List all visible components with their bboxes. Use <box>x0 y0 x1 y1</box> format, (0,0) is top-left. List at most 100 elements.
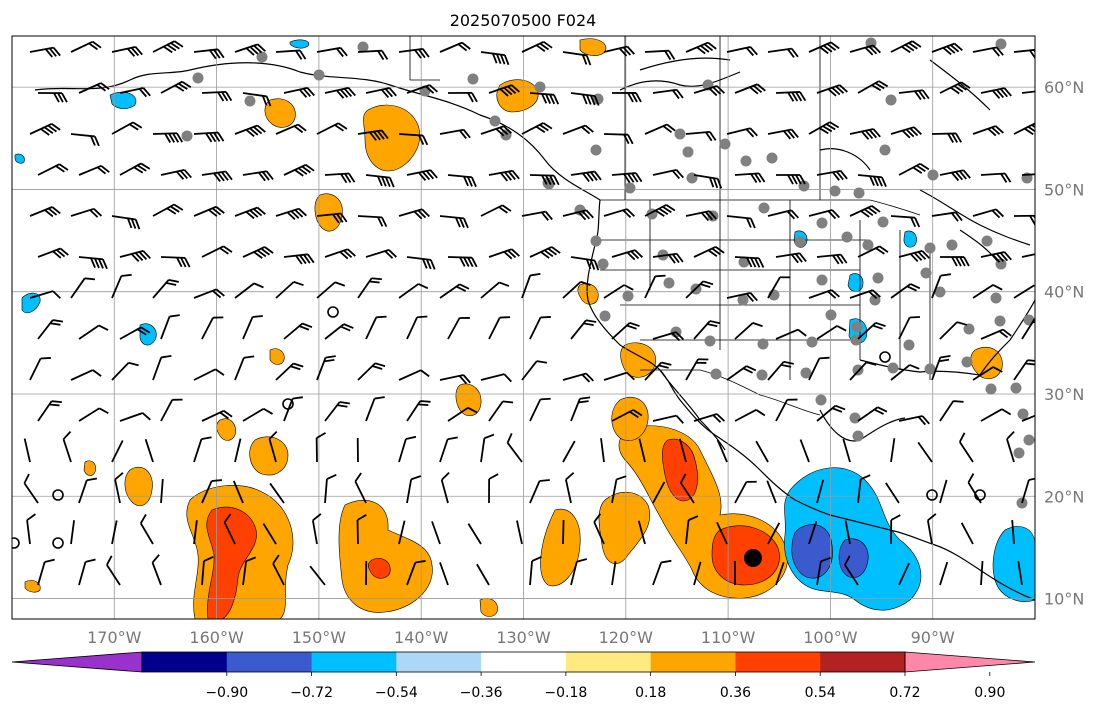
station-dot <box>535 82 546 93</box>
colorbar-tick-label: 0.90 <box>974 685 1005 701</box>
lat-tick-label: 60°N <box>1044 78 1084 97</box>
colorbar-tick-label: −0.36 <box>460 685 503 701</box>
station-dot <box>193 73 204 84</box>
station-dot <box>817 275 828 286</box>
station-dot <box>863 240 874 251</box>
station-dot <box>816 395 827 406</box>
station-dot <box>995 316 1006 327</box>
latitude-labels: 60°N 50°N 40°N 30°N 20°N 10°N <box>1044 78 1084 608</box>
station-dot <box>853 431 864 442</box>
station-dot <box>826 310 837 321</box>
colorbar-segment <box>142 652 227 672</box>
station-dot <box>591 145 602 156</box>
lon-tick-label: 110°W <box>701 628 756 647</box>
station-dot <box>314 70 325 81</box>
lat-tick-label: 40°N <box>1044 283 1084 302</box>
lon-tick-label: 90°W <box>911 628 955 647</box>
colorbar-segment <box>820 652 905 672</box>
station-dot <box>795 237 806 248</box>
lon-tick-label: 100°W <box>803 628 858 647</box>
station-dot <box>182 131 193 142</box>
colorbar-tick-label: −0.90 <box>205 685 248 701</box>
station-dot <box>600 311 611 322</box>
station-dot <box>711 369 722 380</box>
station-dot <box>873 273 884 284</box>
station-dot <box>928 170 939 181</box>
colorbar-segment <box>651 652 736 672</box>
station-dot <box>854 188 865 199</box>
lon-tick-label: 170°W <box>87 628 142 647</box>
colorbar-tick-label: −0.54 <box>375 685 418 701</box>
colorbar-segment <box>735 652 820 672</box>
colorbar-segment <box>566 652 651 672</box>
wind-barb <box>563 520 564 544</box>
station-dot <box>962 357 973 368</box>
colorbar-tick-label: −0.18 <box>544 685 587 701</box>
station-dot <box>675 129 686 140</box>
colorbar-tick-label: 0.54 <box>805 685 836 701</box>
station-dot <box>842 232 853 243</box>
colorbar-segment <box>396 652 481 672</box>
station-dot <box>1011 383 1022 394</box>
station-dot <box>720 139 731 150</box>
station-dot <box>687 173 698 184</box>
lat-tick-label: 20°N <box>1044 487 1084 506</box>
station-dot <box>886 95 897 106</box>
longitude-labels: 170°W 160°W 150°W 140°W 130°W 120°W 110°W 100°W… <box>87 628 955 647</box>
lon-tick-label: 140°W <box>394 628 449 647</box>
station-dot <box>807 337 818 348</box>
station-dot <box>490 116 501 127</box>
station-dot <box>705 336 716 347</box>
station-dot <box>986 384 997 395</box>
contour-positive <box>250 437 288 475</box>
lat-tick-label: 50°N <box>1044 180 1084 199</box>
station-dot <box>758 339 769 350</box>
colorbar-segment <box>481 652 566 672</box>
station-dot <box>921 268 932 279</box>
colorbar-tick-label: 0.72 <box>889 685 920 701</box>
map-area <box>9 36 1052 619</box>
lon-tick-label: 160°W <box>189 628 244 647</box>
station-dot <box>982 236 993 247</box>
station-dot <box>623 291 634 302</box>
lon-tick-label: 150°W <box>292 628 347 647</box>
colorbar-tick-label: −0.72 <box>290 685 333 701</box>
station-dot <box>888 363 899 374</box>
contour-negative <box>839 539 868 578</box>
station-dot <box>1014 448 1025 459</box>
contour-positive <box>84 461 96 476</box>
colorbar-segment <box>312 652 397 672</box>
station-dot <box>759 203 770 214</box>
contour-negative <box>848 273 863 291</box>
station-dot <box>947 240 958 251</box>
station-dot <box>1018 409 1029 420</box>
colorbar: −0.90 −0.72 −0.54 −0.36 −0.18 0.18 0.36 0.54 0.7… <box>12 652 1035 701</box>
station-dot <box>767 153 778 164</box>
station-dot <box>817 218 828 229</box>
lat-tick-label: 10°N <box>1044 590 1084 609</box>
colorbar-tick-label: 0.18 <box>635 685 666 701</box>
lon-tick-label: 120°W <box>599 628 654 647</box>
station-dot <box>925 243 936 254</box>
station-dot <box>245 96 256 107</box>
station-dot <box>830 186 841 197</box>
station-dot <box>741 156 752 167</box>
colorbar-segment <box>227 652 312 672</box>
station-dot <box>757 370 768 381</box>
station-dot <box>598 259 609 270</box>
station-dot <box>880 145 891 156</box>
station-dot <box>850 413 861 424</box>
lon-tick-label: 130°W <box>496 628 551 647</box>
lat-tick-label: 30°N <box>1044 385 1084 404</box>
station-dot <box>664 278 675 289</box>
station-dot <box>991 293 1002 304</box>
colorbar-tick-label: 0.36 <box>720 685 751 701</box>
station-dot <box>904 340 915 351</box>
station-dot <box>591 236 602 247</box>
station-dot <box>683 147 694 158</box>
station-dot <box>878 217 889 228</box>
station-dot <box>625 183 636 194</box>
colorbar-extend-high <box>905 652 1035 672</box>
station-dot <box>468 74 479 85</box>
